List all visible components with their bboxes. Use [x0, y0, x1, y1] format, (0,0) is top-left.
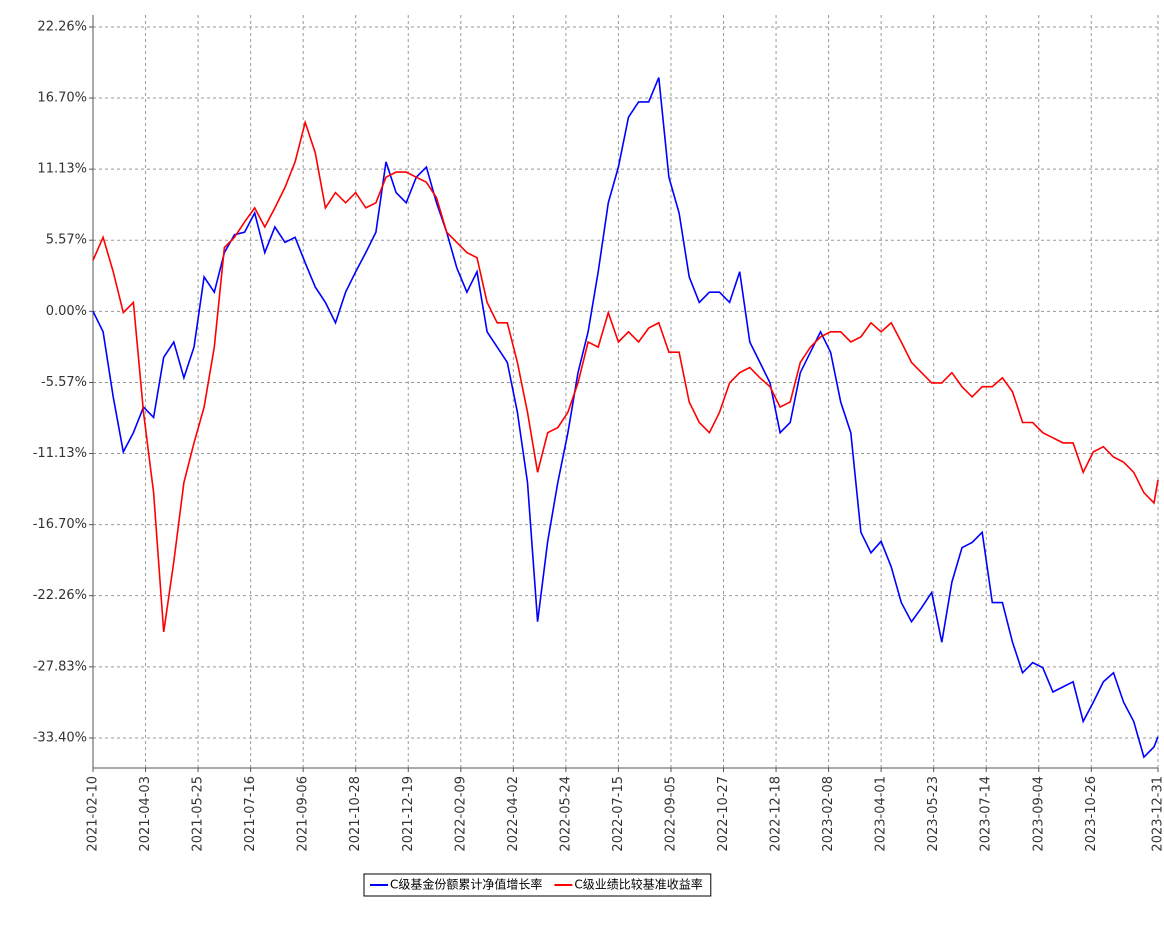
series-line: [92, 77, 1159, 759]
y-tick-label: -11.13%: [33, 446, 87, 461]
x-tick-label: 2022-09-05: [663, 776, 678, 852]
x-tick-label: 2021-10-28: [348, 776, 363, 852]
y-tick-label: -5.57%: [41, 375, 87, 390]
y-tick-label: -22.26%: [33, 588, 87, 603]
x-tick-label: 2022-05-24: [558, 776, 573, 852]
y-tick-label: 22.26%: [37, 20, 87, 35]
x-tick-label: 2022-12-18: [769, 776, 784, 852]
x-tick-label: 2022-02-09: [453, 776, 468, 852]
x-tick-label: 2023-07-14: [979, 776, 994, 852]
x-tick-label: 2023-04-01: [874, 776, 889, 852]
legend-label: C级基金份额累计净值增长率: [390, 877, 542, 892]
x-tick-label: 2022-10-27: [716, 776, 731, 852]
x-tick-label: 2023-05-23: [926, 776, 941, 852]
x-tick-label: 2021-12-19: [401, 776, 416, 852]
x-tick-label: 2022-07-15: [611, 776, 626, 852]
x-tick-label: 2021-09-06: [296, 776, 311, 852]
y-tick-label: 11.13%: [37, 162, 87, 177]
y-tick-label: 0.00%: [46, 304, 87, 319]
y-tick-label: -33.40%: [33, 730, 87, 745]
x-tick-label: 2021-02-10: [86, 776, 101, 852]
x-tick-label: 2022-04-02: [506, 776, 521, 852]
y-tick-label: 16.70%: [37, 91, 87, 106]
x-tick-label: 2021-05-25: [191, 776, 206, 852]
y-tick-label: -27.83%: [33, 659, 87, 674]
series-line: [92, 119, 1159, 633]
x-tick-label: 2021-07-16: [243, 776, 258, 852]
legend-box: [363, 873, 712, 897]
x-tick-label: 2023-02-08: [821, 776, 836, 852]
legend-label: C级业绩比较基准收益率: [574, 877, 702, 892]
x-tick-label: 2023-09-04: [1031, 776, 1046, 852]
x-tick-label: 2021-04-03: [138, 776, 153, 852]
y-tick-label: 5.57%: [46, 233, 87, 248]
legend: C级基金份额累计净值增长率 C级业绩比较基准收益率: [363, 873, 712, 897]
y-tick-label: -16.70%: [33, 517, 87, 532]
x-tick-label: 2023-12-31: [1151, 776, 1164, 852]
x-tick-label: 2023-10-26: [1084, 776, 1099, 852]
